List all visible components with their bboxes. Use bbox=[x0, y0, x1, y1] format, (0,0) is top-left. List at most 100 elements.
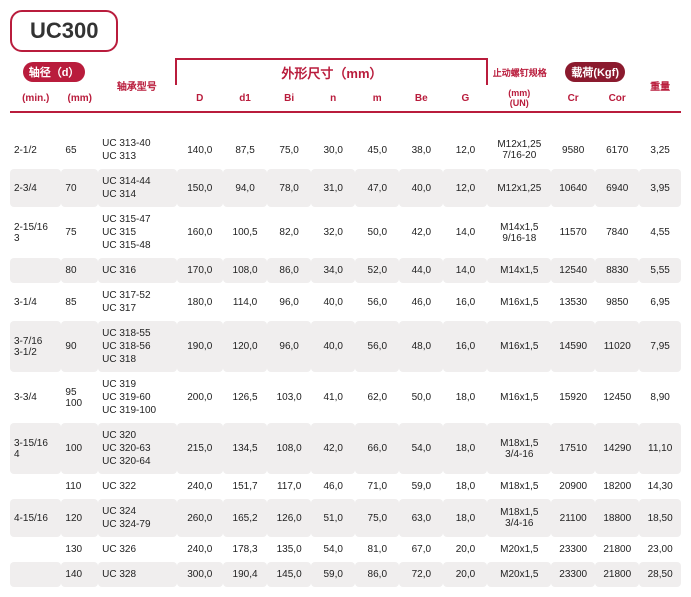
cell-min bbox=[10, 474, 61, 499]
cell-d1: 100,5 bbox=[223, 207, 267, 258]
cell-wt: 6,95 bbox=[639, 283, 681, 321]
cell-Cr: 23300 bbox=[551, 537, 595, 562]
product-title-box: UC300 bbox=[10, 10, 118, 52]
cell-mm: 65 bbox=[61, 131, 98, 169]
cell-d1: 108,0 bbox=[223, 258, 267, 283]
cell-wt: 14,30 bbox=[639, 474, 681, 499]
table-header: 轴径（d） 轴承型号 外形尺寸（mm） 止动螺钉规格 载荷(Kgf) 重量 (m… bbox=[10, 58, 681, 113]
cell-min: 2-15/16 3 bbox=[10, 207, 61, 258]
cell-models: UC 318-55 UC 318-56 UC 318 bbox=[98, 321, 176, 372]
cell-Cr: 14590 bbox=[551, 321, 595, 372]
cell-Cr: 15920 bbox=[551, 372, 595, 423]
cell-wt: 3,25 bbox=[639, 131, 681, 169]
cell-mm: 80 bbox=[61, 258, 98, 283]
cell-wt: 5,55 bbox=[639, 258, 681, 283]
header-table: 轴径（d） 轴承型号 外形尺寸（mm） 止动螺钉规格 载荷(Kgf) 重量 (m… bbox=[10, 58, 681, 111]
hdr-screw-sub: (mm) (UN) bbox=[487, 85, 551, 111]
table-row: 3-7/16 3-1/290UC 318-55 UC 318-56 UC 318… bbox=[10, 321, 681, 372]
cell-screw: M16x1,5 bbox=[487, 283, 551, 321]
pill-load: 载荷(Kgf) bbox=[565, 62, 625, 82]
cell-Be: 50,0 bbox=[399, 372, 443, 423]
cell-models: UC 315-47 UC 315 UC 315-48 bbox=[98, 207, 176, 258]
cell-d1: 126,5 bbox=[223, 372, 267, 423]
cell-d1: 134,5 bbox=[223, 423, 267, 474]
cell-D: 190,0 bbox=[177, 321, 224, 372]
cell-d1: 94,0 bbox=[223, 169, 267, 207]
cell-d1: 165,2 bbox=[223, 499, 267, 537]
cell-min bbox=[10, 562, 61, 587]
cell-Bi: 145,0 bbox=[267, 562, 311, 587]
cell-screw: M16x1,5 bbox=[487, 321, 551, 372]
hdr-outline: 外形尺寸（mm） bbox=[281, 66, 382, 81]
cell-mm: 90 bbox=[61, 321, 98, 372]
cell-d1: 114,0 bbox=[223, 283, 267, 321]
cell-n: 41,0 bbox=[311, 372, 355, 423]
data-tbody: 2-1/265UC 313-40 UC 313140,087,575,030,0… bbox=[10, 131, 681, 587]
hdr-bearing-no: 轴承型号 bbox=[98, 59, 176, 111]
cell-Be: 54,0 bbox=[399, 423, 443, 474]
table-row: 140UC 328300,0190,4145,059,086,072,020,0… bbox=[10, 562, 681, 587]
cell-G: 16,0 bbox=[443, 283, 487, 321]
cell-Bi: 96,0 bbox=[267, 321, 311, 372]
cell-Cr: 11570 bbox=[551, 207, 595, 258]
table-row: 110UC 322240,0151,7117,046,071,059,018,0… bbox=[10, 474, 681, 499]
cell-wt: 4,55 bbox=[639, 207, 681, 258]
cell-n: 31,0 bbox=[311, 169, 355, 207]
cell-Cor: 14290 bbox=[595, 423, 639, 474]
cell-G: 18,0 bbox=[443, 474, 487, 499]
cell-wt: 7,95 bbox=[639, 321, 681, 372]
cell-D: 215,0 bbox=[177, 423, 224, 474]
cell-Be: 46,0 bbox=[399, 283, 443, 321]
cell-screw: M18x1,5 bbox=[487, 474, 551, 499]
cell-models: UC 326 bbox=[98, 537, 176, 562]
cell-D: 260,0 bbox=[177, 499, 224, 537]
cell-wt: 8,90 bbox=[639, 372, 681, 423]
cell-G: 20,0 bbox=[443, 537, 487, 562]
cell-D: 240,0 bbox=[177, 474, 224, 499]
cell-screw: M18x1,5 3/4-16 bbox=[487, 499, 551, 537]
cell-Bi: 126,0 bbox=[267, 499, 311, 537]
cell-Cr: 12540 bbox=[551, 258, 595, 283]
cell-n: 40,0 bbox=[311, 321, 355, 372]
cell-Cor: 18800 bbox=[595, 499, 639, 537]
cell-mm: 75 bbox=[61, 207, 98, 258]
cell-d1: 178,3 bbox=[223, 537, 267, 562]
cell-m: 62,0 bbox=[355, 372, 399, 423]
table-row: 2-1/265UC 313-40 UC 313140,087,575,030,0… bbox=[10, 131, 681, 169]
cell-G: 12,0 bbox=[443, 169, 487, 207]
cell-Bi: 96,0 bbox=[267, 283, 311, 321]
hdr-Cor: Cor bbox=[595, 85, 639, 111]
cell-n: 54,0 bbox=[311, 537, 355, 562]
cell-D: 170,0 bbox=[177, 258, 224, 283]
cell-screw: M12x1,25 7/16-20 bbox=[487, 131, 551, 169]
cell-Cor: 18200 bbox=[595, 474, 639, 499]
cell-Cor: 11020 bbox=[595, 321, 639, 372]
cell-models: UC 322 bbox=[98, 474, 176, 499]
table-row: 80UC 316170,0108,086,034,052,044,014,0M1… bbox=[10, 258, 681, 283]
cell-n: 42,0 bbox=[311, 423, 355, 474]
hdr-load-group: 载荷(Kgf) bbox=[551, 59, 639, 85]
cell-mm: 120 bbox=[61, 499, 98, 537]
hdr-min: (min.) bbox=[10, 85, 61, 111]
cell-models: UC 317-52 UC 317 bbox=[98, 283, 176, 321]
hdr-shaft-dia: 轴径（d） bbox=[10, 59, 98, 85]
hdr-screw: 止动螺钉规格 bbox=[487, 59, 551, 85]
cell-d1: 190,4 bbox=[223, 562, 267, 587]
cell-m: 47,0 bbox=[355, 169, 399, 207]
cell-G: 18,0 bbox=[443, 423, 487, 474]
cell-wt: 11,10 bbox=[639, 423, 681, 474]
cell-min: 3-1/4 bbox=[10, 283, 61, 321]
cell-Be: 63,0 bbox=[399, 499, 443, 537]
cell-Cor: 6940 bbox=[595, 169, 639, 207]
cell-Be: 38,0 bbox=[399, 131, 443, 169]
cell-m: 52,0 bbox=[355, 258, 399, 283]
cell-Be: 42,0 bbox=[399, 207, 443, 258]
cell-m: 45,0 bbox=[355, 131, 399, 169]
cell-min bbox=[10, 258, 61, 283]
hdr-Be: Be bbox=[399, 85, 443, 111]
cell-Cr: 10640 bbox=[551, 169, 595, 207]
table-row: 3-15/16 4100UC 320 UC 320-63 UC 320-6421… bbox=[10, 423, 681, 474]
cell-G: 16,0 bbox=[443, 321, 487, 372]
cell-n: 30,0 bbox=[311, 131, 355, 169]
cell-n: 34,0 bbox=[311, 258, 355, 283]
